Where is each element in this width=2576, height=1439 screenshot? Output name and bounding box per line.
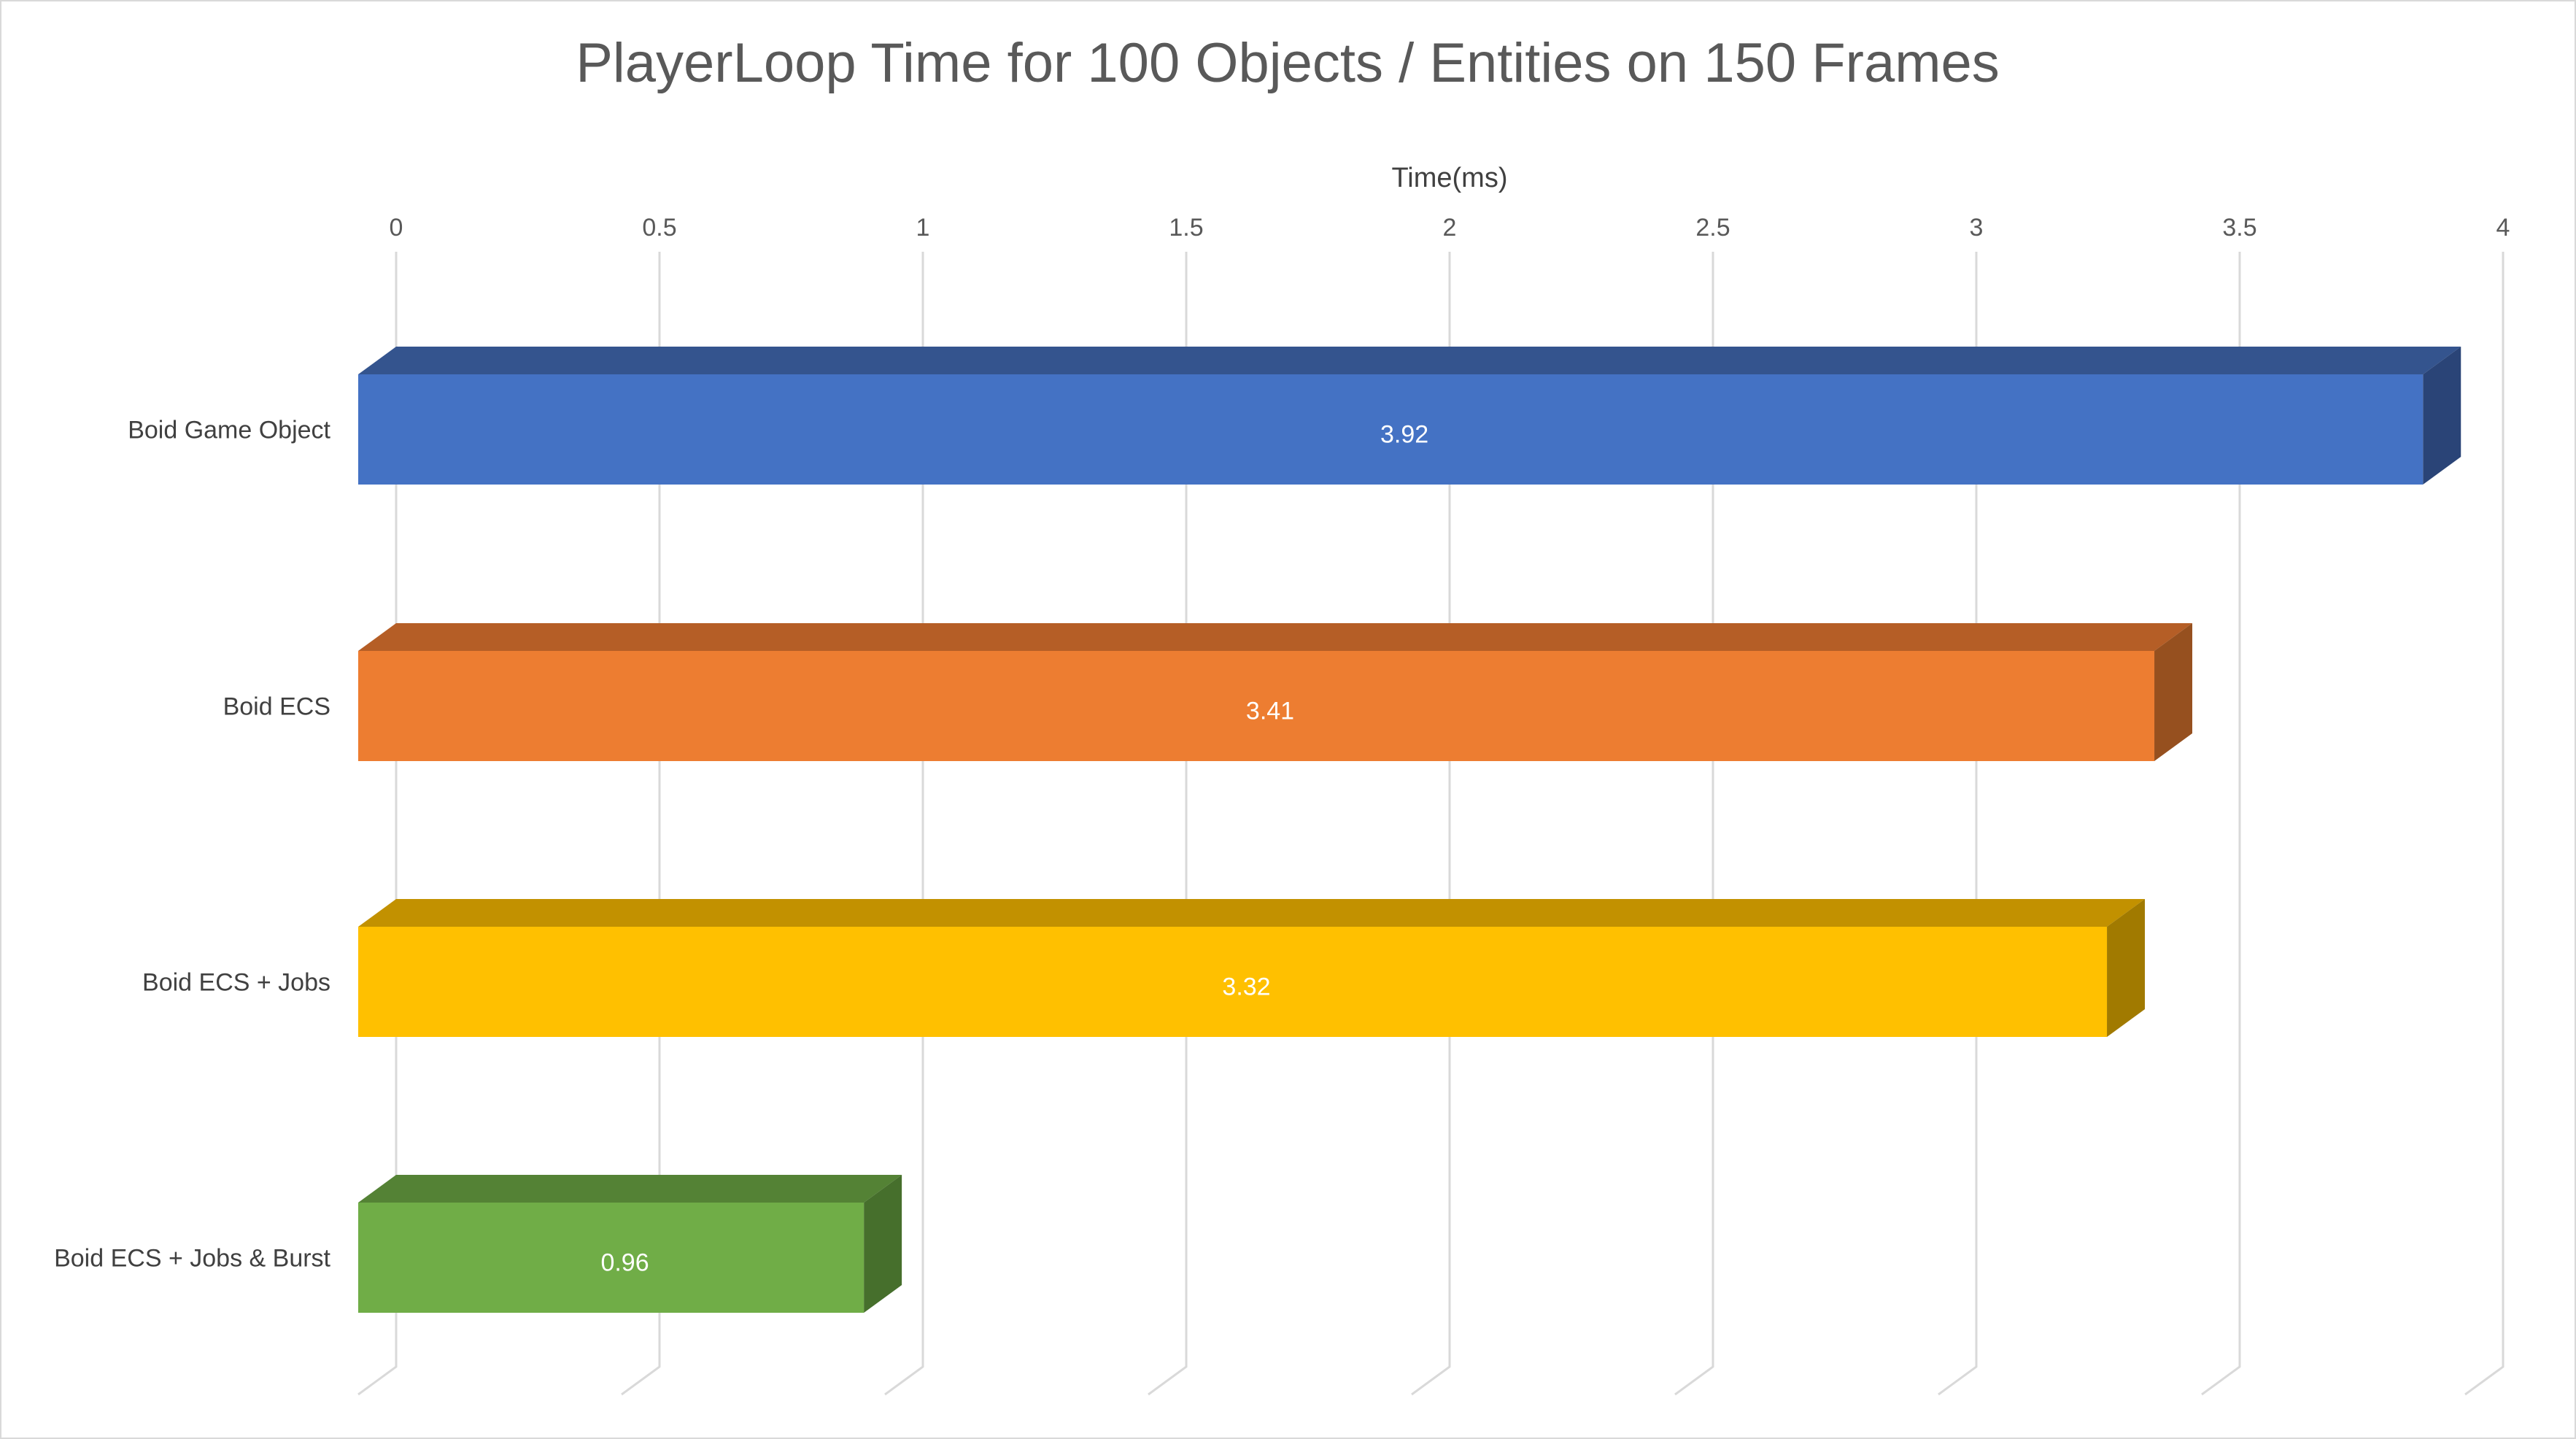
tick-label-0: 0 — [390, 214, 403, 242]
bar-1 — [358, 347, 2461, 485]
category-label-4: Boid ECS + Jobs & Burst — [54, 1245, 330, 1273]
x-axis-tick-labels: 0 0.5 1 1.5 2 2.5 3 3.5 4 — [390, 214, 2510, 242]
data-labels: 3.92 3.41 3.32 0.96 — [600, 421, 1428, 1277]
category-label-2: Boid ECS — [223, 693, 330, 721]
bar-front-face — [358, 651, 2155, 761]
tick-label-4: 4 — [2496, 214, 2510, 242]
tick-label-1: 1 — [916, 214, 930, 242]
chart-title: PlayerLoop Time for 100 Objects / Entiti… — [576, 32, 2000, 94]
data-label-4: 0.96 — [600, 1249, 649, 1277]
bar-top-face — [358, 623, 2193, 651]
tick-label-2.5: 2.5 — [1695, 214, 1730, 242]
bar-top-face — [358, 899, 2146, 927]
bar-side-face — [2423, 347, 2461, 485]
bar-front-face — [358, 1203, 865, 1313]
tick-label-0.5: 0.5 — [642, 214, 676, 242]
bar-side-face — [864, 1175, 902, 1313]
bar-4 — [358, 1175, 902, 1313]
tick-label-3.5: 3.5 — [2222, 214, 2256, 242]
bar-top-face — [358, 347, 2461, 374]
category-label-3: Boid ECS + Jobs — [142, 969, 330, 997]
gridline-4 — [2464, 252, 2505, 1396]
bar-side-face — [2154, 623, 2193, 761]
category-label-1: Boid Game Object — [128, 417, 330, 444]
tick-label-3: 3 — [1970, 214, 1984, 242]
x-axis-title: Time(ms) — [1392, 163, 1508, 193]
bar-3 — [358, 899, 2146, 1037]
bars — [358, 347, 2461, 1313]
bar-top-face — [358, 1175, 902, 1203]
gridline-3.5 — [2201, 252, 2241, 1396]
tick-label-1.5: 1.5 — [1169, 214, 1203, 242]
tick-label-2: 2 — [1443, 214, 1457, 242]
bar-2 — [358, 623, 2193, 761]
y-axis-category-labels: Boid Game Object Boid ECS Boid ECS + Jobs B… — [54, 417, 330, 1273]
bar-front-face — [358, 927, 2108, 1037]
bar-front-face — [358, 374, 2424, 485]
data-label-2: 3.41 — [1246, 698, 1294, 725]
bar-side-face — [2107, 899, 2146, 1037]
data-label-3: 3.32 — [1222, 973, 1270, 1001]
data-label-1: 3.92 — [1380, 421, 1428, 449]
